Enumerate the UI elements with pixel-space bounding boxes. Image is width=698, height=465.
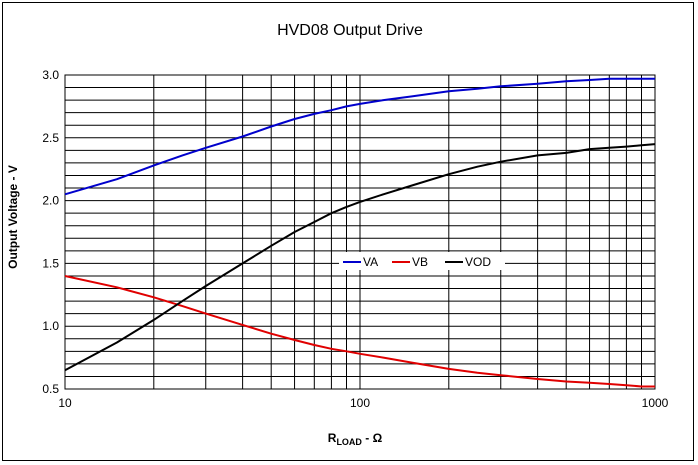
legend-label-va: VA [363, 255, 378, 269]
x-tick-label: 100 [350, 396, 370, 410]
y-tick-label: 0.5 [42, 382, 59, 396]
y-tick-label: 2.0 [42, 194, 59, 208]
series-line-va [64, 77, 655, 196]
y-gridlines [65, 87, 655, 377]
series-line-vb [64, 275, 655, 388]
series-line-vod [64, 143, 656, 372]
y-tick-label: 2.5 [42, 131, 59, 145]
series-group [64, 77, 656, 388]
chart-frame: HVD08 Output Drive 0.5 1.0 1.5 2.0 2.5 3.0 10 1… [2, 2, 694, 461]
x-axis-label-unit: - Ω [362, 431, 383, 445]
output-drive-chart: HVD08 Output Drive 0.5 1.0 1.5 2.0 2.5 3.0 10 1… [6, 22, 669, 447]
x-axis-label: RLOAD - Ω [328, 431, 383, 447]
legend-background [339, 252, 505, 270]
x-axis-label-subscript: LOAD [336, 437, 362, 447]
x-tick-label: 10 [58, 396, 72, 410]
legend-label-vb: VB [412, 255, 428, 269]
legend-label-vod: VOD [465, 255, 491, 269]
x-gridlines [153, 75, 643, 389]
y-axis-label: Output Voltage - V [6, 165, 20, 269]
y-tick-label: 1.5 [42, 256, 59, 270]
y-tick-label: 1.0 [42, 319, 59, 333]
tick-labels: 0.5 1.0 1.5 2.0 2.5 3.0 10 100 1000 [42, 68, 668, 410]
y-tick-label: 3.0 [42, 68, 59, 82]
x-axis-label-main: R [328, 431, 337, 445]
chart-title: HVD08 Output Drive [277, 22, 423, 39]
legend: VA VB VOD [339, 252, 505, 270]
x-tick-label: 1000 [642, 396, 669, 410]
